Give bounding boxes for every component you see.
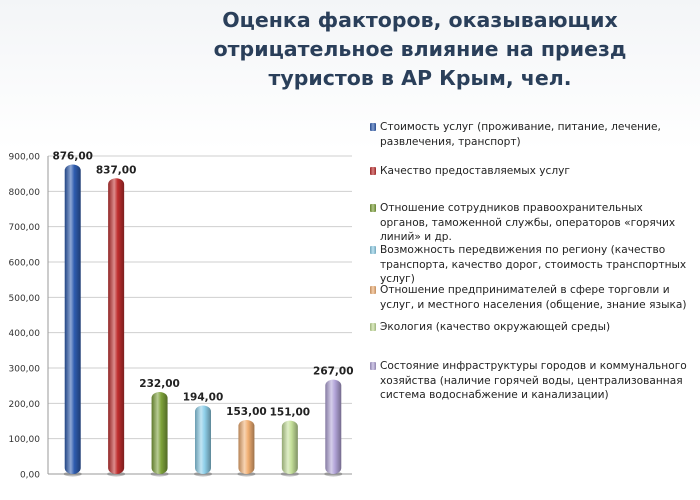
legend-label: Отношение предпринимателей в сфере торго… <box>380 284 687 311</box>
bar <box>195 405 211 474</box>
bar <box>325 379 342 474</box>
legend-label: Стоимость услуг (проживание, питание, ле… <box>380 121 661 148</box>
data-label: 232,00 <box>139 378 180 390</box>
legend-item: Экология (качество окружающей среды) <box>370 320 692 335</box>
legend-swatch <box>370 167 376 175</box>
bar <box>281 420 298 474</box>
legend-item: Отношение сотрудников правоохранительных… <box>370 201 692 245</box>
legend-swatch <box>370 323 376 331</box>
bars <box>63 164 343 477</box>
chart-title: Оценка факторов, оказывающих отрицательн… <box>200 6 640 93</box>
y-tick-label: 500,00 <box>9 294 41 304</box>
legend-item: Состояние инфраструктуры городов и комму… <box>370 359 692 403</box>
legend-label: Возможность передвижения по региону (кач… <box>380 244 687 285</box>
data-label: 876,00 <box>52 150 93 162</box>
chart-title-line-2: отрицательное влияние на приезд <box>213 37 627 61</box>
y-tick-label: 300,00 <box>9 365 41 375</box>
y-tick-label: 800,00 <box>9 188 41 198</box>
data-label: 151,00 <box>270 407 311 419</box>
data-label: 153,00 <box>226 406 267 418</box>
y-tick-label: 200,00 <box>9 400 41 410</box>
legend-swatch <box>370 246 376 254</box>
legend-swatch <box>370 204 376 212</box>
y-tick-label: 700,00 <box>9 223 41 233</box>
chart-title-line-1: Оценка факторов, оказывающих <box>222 8 618 32</box>
y-tick-label: 400,00 <box>9 329 41 339</box>
y-tick-label: 900,00 <box>9 153 41 163</box>
bar <box>64 164 81 475</box>
legend-item: Качество предоставляемых услуг <box>370 164 692 179</box>
bar <box>151 392 168 474</box>
y-axis: 0,00 100,00 200,00 300,00 400,00 500,00 600,00… <box>9 153 49 481</box>
y-tick-label: 100,00 <box>9 435 41 445</box>
bar <box>108 178 125 474</box>
y-tick-label: 600,00 <box>9 259 41 269</box>
legend-swatch <box>370 123 376 131</box>
y-tick-label: 0,00 <box>20 471 40 481</box>
bar <box>238 419 255 474</box>
legend-label: Состояние инфраструктуры городов и комму… <box>380 360 687 401</box>
legend-item: Стоимость услуг (проживание, питание, ле… <box>370 120 692 149</box>
legend-swatch <box>370 362 376 370</box>
data-label: 837,00 <box>96 164 137 176</box>
legend-item: Отношение предпринимателей в сфере торго… <box>370 283 692 312</box>
legend-swatch <box>370 286 376 294</box>
legend-label: Отношение сотрудников правоохранительных… <box>380 202 676 243</box>
legend-label: Экология (качество окружающей среды) <box>380 321 611 333</box>
data-label: 194,00 <box>183 391 224 403</box>
data-label: 267,00 <box>313 366 354 378</box>
legend-item: Возможность передвижения по региону (кач… <box>370 243 692 287</box>
chart-title-line-3: туристов в АР Крым, чел. <box>268 66 572 90</box>
legend-label: Качество предоставляемых услуг <box>380 165 570 177</box>
